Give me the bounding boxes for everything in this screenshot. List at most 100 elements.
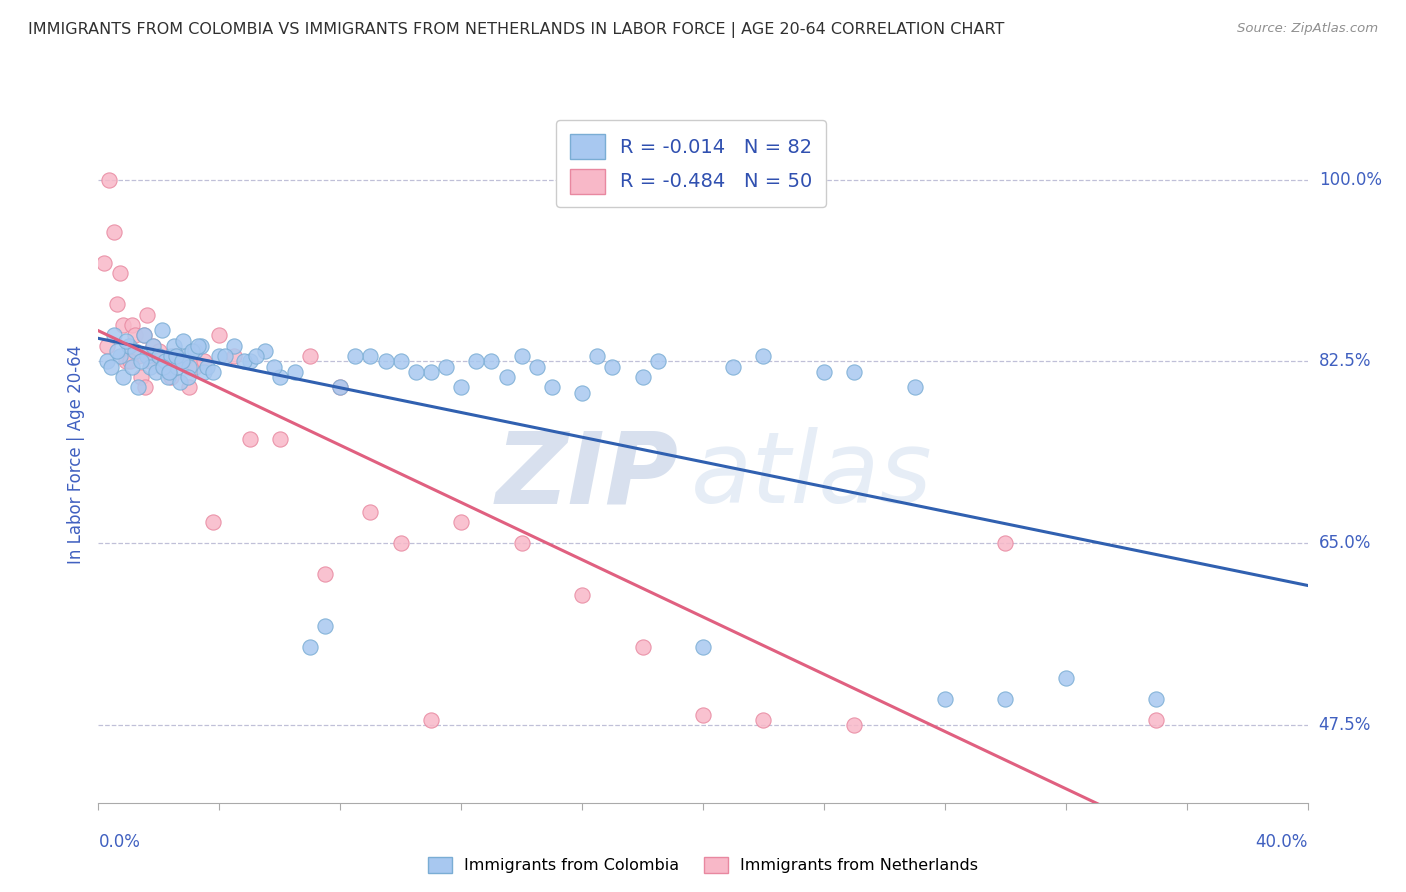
Point [166, 359, 188, 374]
Point [132, 328, 155, 343]
Point [571, 588, 593, 602]
Point [232, 354, 254, 368]
Point [602, 359, 624, 374]
Point [111, 370, 134, 384]
Point [134, 380, 156, 394]
Point [169, 376, 191, 390]
Point [193, 354, 215, 368]
Point [723, 359, 745, 374]
Text: 0.0%: 0.0% [98, 833, 141, 851]
Point [299, 640, 322, 654]
Point [314, 567, 336, 582]
Point [420, 365, 443, 379]
Point [152, 359, 174, 374]
Point [135, 349, 157, 363]
Point [100, 359, 122, 374]
Point [127, 380, 149, 394]
Point [540, 380, 562, 394]
Point [105, 344, 128, 359]
Point [114, 354, 136, 368]
Point [329, 380, 352, 394]
Point [374, 354, 396, 368]
Y-axis label: In Labor Force | Age 20-64: In Labor Force | Age 20-64 [66, 345, 84, 565]
Point [844, 365, 866, 379]
Point [135, 308, 157, 322]
Text: 82.5%: 82.5% [1319, 352, 1371, 370]
Point [148, 349, 170, 363]
Text: 65.0%: 65.0% [1319, 534, 1371, 552]
Point [420, 713, 443, 727]
Point [170, 354, 193, 368]
Point [166, 349, 188, 363]
Point [156, 370, 179, 384]
Point [1144, 713, 1167, 727]
Point [844, 718, 866, 732]
Point [111, 318, 134, 332]
Point [150, 359, 173, 374]
Point [163, 339, 186, 353]
Point [631, 370, 654, 384]
Point [360, 349, 382, 363]
Point [179, 359, 201, 374]
Point [994, 536, 1017, 550]
Point [124, 344, 146, 359]
Point [96, 339, 118, 353]
Point [129, 370, 152, 384]
Point [129, 354, 152, 368]
Point [450, 380, 472, 394]
Point [132, 328, 155, 343]
Point [647, 354, 669, 368]
Point [121, 318, 143, 332]
Point [174, 349, 197, 363]
Point [103, 225, 125, 239]
Point [329, 380, 352, 394]
Point [98, 172, 121, 186]
Point [172, 334, 194, 348]
Point [145, 365, 167, 379]
Point [103, 328, 125, 343]
Point [96, 354, 118, 368]
Point [904, 380, 927, 394]
Point [153, 354, 176, 368]
Point [187, 339, 209, 353]
Point [165, 349, 187, 363]
Point [434, 359, 457, 374]
Point [314, 619, 336, 633]
Point [1144, 692, 1167, 706]
Text: 40.0%: 40.0% [1256, 833, 1308, 851]
Point [934, 692, 956, 706]
Point [299, 349, 322, 363]
Point [389, 536, 412, 550]
Text: atlas: atlas [690, 427, 932, 524]
Point [202, 516, 225, 530]
Point [510, 536, 533, 550]
Point [142, 339, 165, 353]
Point [208, 349, 231, 363]
Point [172, 354, 194, 368]
Point [139, 354, 162, 368]
Point [1054, 671, 1077, 685]
Point [114, 334, 136, 348]
Text: Source: ZipAtlas.com: Source: ZipAtlas.com [1237, 22, 1378, 36]
Point [108, 349, 131, 363]
Point [269, 433, 291, 447]
Point [184, 344, 207, 359]
Point [184, 359, 207, 374]
Point [118, 339, 141, 353]
Point [121, 359, 143, 374]
Point [224, 339, 246, 353]
Point [389, 354, 412, 368]
Point [253, 344, 276, 359]
Point [108, 266, 131, 280]
Point [813, 365, 835, 379]
Point [239, 433, 262, 447]
Point [465, 354, 488, 368]
Point [284, 365, 307, 379]
Text: 100.0%: 100.0% [1319, 170, 1382, 189]
Point [153, 359, 176, 374]
Legend: Immigrants from Colombia, Immigrants from Netherlands: Immigrants from Colombia, Immigrants fro… [422, 850, 984, 880]
Point [692, 707, 714, 722]
Legend: R = -0.014   N = 82, R = -0.484   N = 50: R = -0.014 N = 82, R = -0.484 N = 50 [555, 120, 825, 207]
Point [692, 640, 714, 654]
Point [105, 297, 128, 311]
